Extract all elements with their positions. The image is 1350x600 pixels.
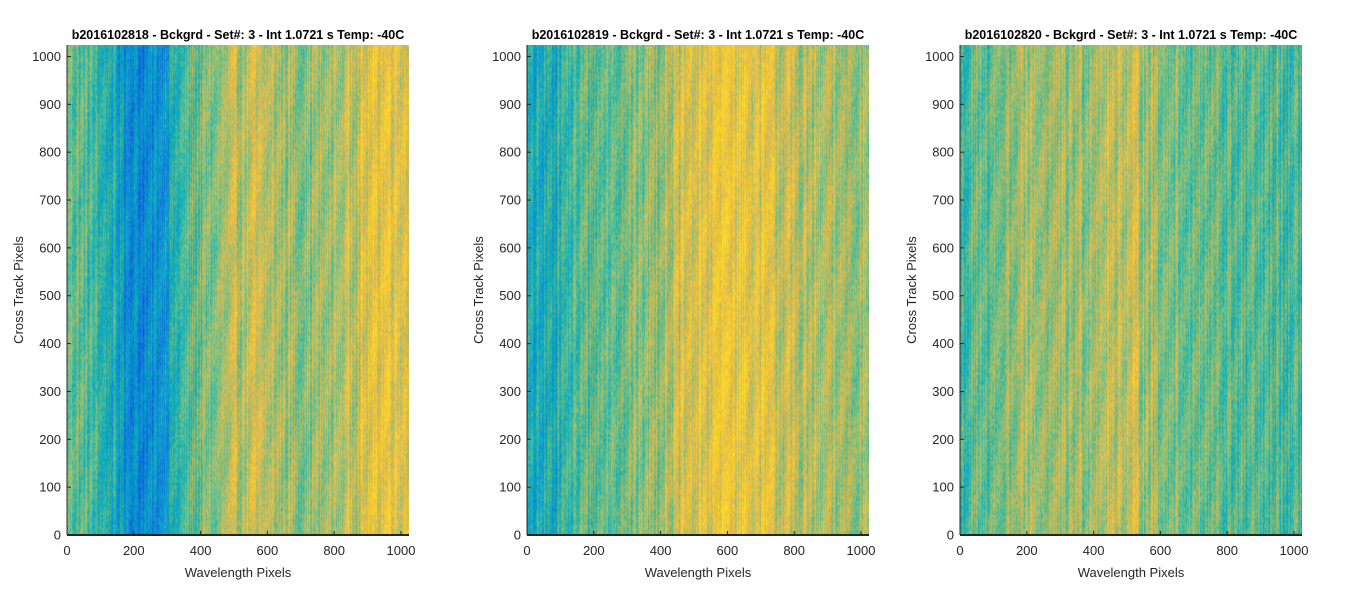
- y-tick-label: 700: [499, 193, 521, 208]
- x-tick-label: 400: [190, 543, 212, 558]
- y-tick-label: 600: [499, 240, 521, 255]
- x-tick-label: 1000: [847, 543, 876, 558]
- x-tick-label: 0: [956, 543, 963, 558]
- y-tick-label: 0: [514, 528, 521, 543]
- y-tick-label: 700: [932, 193, 954, 208]
- y-tick-label: 900: [39, 97, 61, 112]
- x-tick-label: 0: [63, 543, 70, 558]
- x-axis-label: Wavelength Pixels: [1078, 565, 1185, 580]
- y-tick-label: 800: [39, 145, 61, 160]
- x-tick-label: 600: [257, 543, 279, 558]
- y-tick-label: 600: [932, 240, 954, 255]
- y-tick-label: 200: [499, 432, 521, 447]
- heatmap-image: [67, 45, 409, 535]
- x-tick-label: 600: [1150, 543, 1172, 558]
- y-tick-label: 1000: [925, 49, 954, 64]
- y-tick-label: 500: [499, 288, 521, 303]
- y-tick-label: 900: [932, 97, 954, 112]
- x-tick-label: 0: [523, 543, 530, 558]
- y-tick-label: 1000: [492, 49, 521, 64]
- heatmap-panel-2: 0 200 400 600 800 1000 0 100 200 300 400 500 600 700 8…: [471, 28, 875, 580]
- y-tick-label: 300: [499, 384, 521, 399]
- y-tick-label: 400: [499, 336, 521, 351]
- panel-title: b2016102819 - Bckgrd - Set#: 3 - Int 1.0…: [532, 28, 865, 42]
- y-tick-label: 100: [932, 480, 954, 495]
- y-tick-label: 0: [54, 528, 61, 543]
- y-tick-label: 700: [39, 193, 61, 208]
- x-tick-label: 800: [323, 543, 345, 558]
- y-tick-label: 400: [39, 336, 61, 351]
- y-tick-label: 400: [932, 336, 954, 351]
- y-tick-label: 900: [499, 97, 521, 112]
- x-tick-label: 1000: [1280, 543, 1309, 558]
- y-tick-label: 200: [39, 432, 61, 447]
- y-tick-label: 1000: [32, 49, 61, 64]
- x-tick-label: 600: [717, 543, 739, 558]
- x-tick-label: 800: [1216, 543, 1238, 558]
- y-tick-label: 500: [39, 288, 61, 303]
- y-tick-label: 800: [932, 145, 954, 160]
- x-tick-label: 1000: [387, 543, 416, 558]
- y-axis-label: Cross Track Pixels: [11, 236, 26, 344]
- y-tick-label: 500: [932, 288, 954, 303]
- heatmap-image: [527, 45, 869, 535]
- y-tick-label: 200: [932, 432, 954, 447]
- y-tick-label: 100: [499, 480, 521, 495]
- y-axis-label: Cross Track Pixels: [471, 236, 486, 344]
- x-axis-label: Wavelength Pixels: [645, 565, 752, 580]
- x-tick-label: 800: [783, 543, 805, 558]
- x-tick-label: 200: [123, 543, 145, 558]
- y-tick-label: 100: [39, 480, 61, 495]
- x-tick-label: 200: [1016, 543, 1038, 558]
- y-tick-label: 0: [947, 528, 954, 543]
- x-tick-label: 400: [650, 543, 672, 558]
- y-tick-label: 600: [39, 240, 61, 255]
- y-axis-label: Cross Track Pixels: [904, 236, 919, 344]
- panel-title: b2016102820 - Bckgrd - Set#: 3 - Int 1.0…: [965, 28, 1298, 42]
- heatmap-panel-3: 0 200 400 600 800 1000 0 100 200 300 400 500 600 700 8…: [904, 28, 1308, 580]
- x-axis-label: Wavelength Pixels: [185, 565, 292, 580]
- x-tick-label: 400: [1083, 543, 1105, 558]
- heatmap-image: [960, 45, 1302, 535]
- panel-title: b2016102818 - Bckgrd - Set#: 3 - Int 1.0…: [72, 28, 405, 42]
- y-tick-label: 300: [39, 384, 61, 399]
- y-tick-label: 800: [499, 145, 521, 160]
- y-tick-label: 300: [932, 384, 954, 399]
- heatmap-panel-1: 0 200 400 600 800 1000 0 100 200 300 400 500 600 700 8…: [11, 28, 415, 580]
- x-tick-label: 200: [583, 543, 605, 558]
